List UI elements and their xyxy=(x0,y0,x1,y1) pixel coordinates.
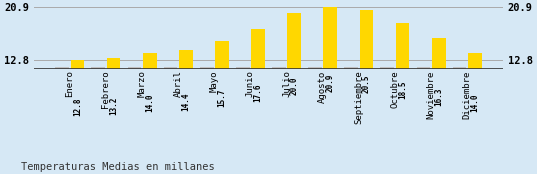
Bar xyxy=(432,38,446,144)
Bar xyxy=(55,67,69,144)
Bar xyxy=(143,53,156,144)
Text: 14.0: 14.0 xyxy=(470,94,480,112)
Text: Temperaturas Medias en millanes: Temperaturas Medias en millanes xyxy=(21,162,215,172)
Text: 14.4: 14.4 xyxy=(182,93,190,111)
Text: 12.8: 12.8 xyxy=(73,97,82,116)
Bar xyxy=(251,29,265,144)
Bar xyxy=(70,61,84,144)
Bar xyxy=(164,67,177,144)
Bar xyxy=(272,67,286,144)
Bar xyxy=(396,23,409,144)
Bar xyxy=(236,67,250,144)
Text: 20.5: 20.5 xyxy=(362,75,371,93)
Bar xyxy=(91,67,105,144)
Bar xyxy=(468,53,482,144)
Text: 20.9: 20.9 xyxy=(326,73,335,92)
Bar xyxy=(453,67,467,144)
Bar xyxy=(344,67,358,144)
Bar xyxy=(323,7,337,144)
Bar xyxy=(128,67,141,144)
Bar xyxy=(107,58,120,144)
Text: 18.5: 18.5 xyxy=(398,81,407,99)
Text: 17.6: 17.6 xyxy=(253,83,263,102)
Text: 15.7: 15.7 xyxy=(217,89,227,107)
Text: 13.2: 13.2 xyxy=(109,96,118,115)
Bar xyxy=(308,67,322,144)
Text: 20.0: 20.0 xyxy=(289,76,299,95)
Bar xyxy=(215,41,229,144)
Bar xyxy=(179,50,193,144)
Bar xyxy=(360,10,373,144)
Text: 14.0: 14.0 xyxy=(145,94,154,112)
Bar xyxy=(381,67,394,144)
Bar xyxy=(417,67,430,144)
Bar xyxy=(200,67,214,144)
Bar xyxy=(287,13,301,144)
Text: 16.3: 16.3 xyxy=(434,87,443,105)
